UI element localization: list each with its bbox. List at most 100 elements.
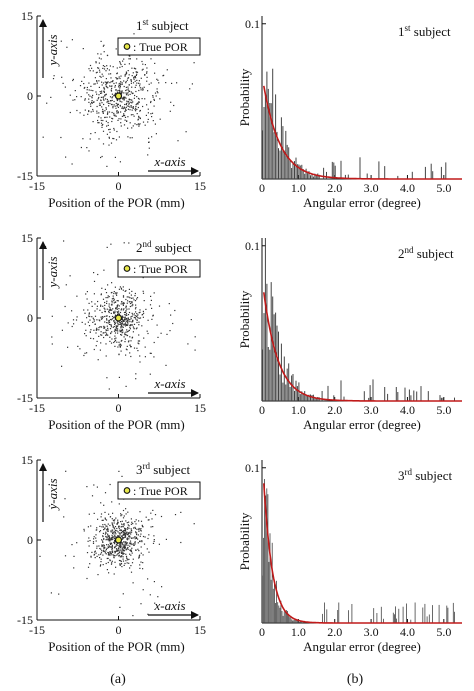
scatter-point — [116, 73, 118, 75]
x-tick-label: 0 — [259, 625, 265, 639]
scatter-point — [104, 517, 106, 519]
scatter-point — [76, 96, 78, 98]
scatter-point — [122, 552, 124, 554]
scatter-point — [96, 99, 98, 101]
scatter-point — [112, 297, 114, 299]
scatter-point — [104, 552, 106, 554]
scatter-point — [105, 297, 107, 299]
scatter-point — [105, 525, 107, 527]
scatter-point — [128, 521, 130, 523]
scatter-point — [113, 520, 115, 522]
scatter-point — [110, 243, 112, 245]
histogram-bar — [263, 107, 265, 179]
scatter-point — [107, 102, 109, 104]
subject-title: 2nd subject — [398, 245, 454, 261]
scatter-point — [139, 87, 141, 89]
scatter-point — [122, 329, 124, 331]
scatter-point — [107, 322, 109, 324]
scatter-point — [90, 329, 92, 331]
scatter-point — [116, 99, 119, 101]
scatter-point — [130, 101, 132, 103]
histogram-bar — [280, 600, 282, 623]
scatter-point — [99, 91, 101, 93]
scatter-point — [138, 124, 140, 126]
x-tick-label: 5.0 — [436, 403, 451, 417]
scatter-point — [95, 72, 97, 74]
scatter-point — [148, 137, 150, 139]
histogram-bar — [288, 614, 289, 623]
scatter-point — [125, 109, 127, 111]
scatter-point — [112, 80, 114, 82]
scatter-point — [123, 546, 125, 548]
scatter-point — [131, 301, 133, 303]
scatter-point — [114, 552, 116, 554]
scatter-point — [104, 95, 106, 97]
scatter-point — [116, 523, 118, 525]
scatter-point — [122, 97, 125, 99]
scatter-point — [114, 86, 116, 88]
scatter-point — [137, 103, 139, 105]
scatter-point — [90, 133, 92, 135]
scatter-point — [125, 73, 127, 75]
scatter-point — [108, 309, 110, 311]
scatter-point — [103, 269, 105, 271]
scatter-point — [105, 553, 107, 555]
scatter-point — [113, 95, 115, 97]
histogram-bar — [290, 615, 292, 623]
scatter-point — [121, 90, 123, 92]
scatter-point — [110, 89, 112, 91]
scatter-point — [107, 284, 109, 286]
scatter-point — [112, 526, 114, 528]
scatter-point — [136, 71, 139, 73]
scatter-point — [136, 124, 138, 126]
scatter-point — [105, 329, 107, 331]
scatter-point — [108, 316, 111, 318]
scatter-point — [72, 79, 74, 82]
scatter-point — [108, 572, 110, 574]
scatter-point — [106, 569, 108, 571]
scatter-point — [163, 74, 165, 76]
scatter-point — [147, 118, 149, 120]
scatter-point — [104, 311, 106, 313]
scatter-point — [107, 547, 110, 549]
scatter-point — [122, 543, 124, 546]
scatter-point — [116, 78, 118, 80]
scatter-point — [106, 86, 108, 88]
scatter-point — [124, 316, 126, 318]
x-axis-label: Position of the POR (mm) — [48, 639, 185, 654]
scatter-point — [124, 536, 126, 538]
scatter-point — [91, 102, 93, 104]
scatter-point — [136, 313, 138, 315]
scatter-point — [108, 513, 110, 515]
histogram-bar — [284, 612, 286, 623]
scatter-point — [98, 122, 100, 124]
scatter-point — [115, 102, 117, 104]
histogram-bar — [326, 171, 327, 179]
scatter-point — [123, 324, 125, 326]
scatter-point — [121, 555, 123, 557]
scatter-point — [74, 90, 76, 92]
scatter-point — [111, 282, 113, 284]
scatter-point — [87, 526, 89, 528]
scatter-point — [135, 519, 137, 521]
histogram-bar — [293, 620, 295, 623]
scatter-point — [108, 310, 110, 313]
scatter-point — [133, 115, 135, 117]
scatter-point — [143, 543, 146, 545]
histogram-bar — [301, 164, 303, 179]
scatter-point — [128, 319, 130, 321]
histogram-bar — [373, 608, 375, 623]
scatter-point — [131, 137, 133, 139]
scatter-point — [119, 61, 121, 63]
scatter-point — [99, 557, 101, 559]
histogram-bar — [291, 375, 293, 401]
scatter-point — [118, 305, 120, 307]
scatter-point — [172, 322, 174, 325]
scatter-point — [165, 538, 167, 540]
scatter-point — [122, 593, 124, 595]
scatter-point — [122, 537, 124, 539]
scatter-point — [120, 75, 122, 77]
x-tick-label: 2.0 — [327, 403, 342, 417]
scatter-point — [137, 106, 139, 109]
